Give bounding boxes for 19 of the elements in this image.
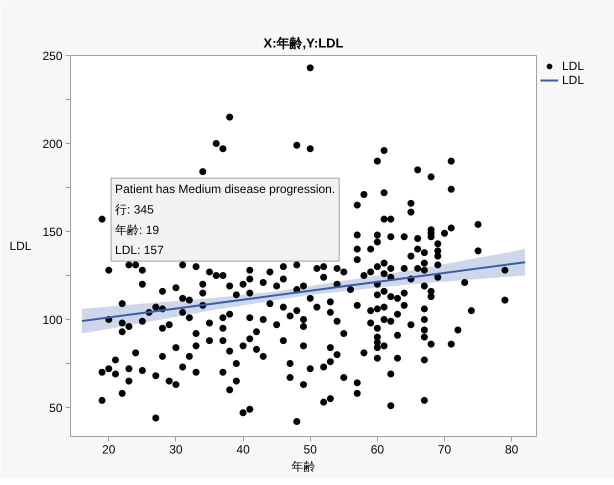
annotation: Patient has Medium disease progression. 行: 345 年齢: 19 LDL: 157 (115, 182, 336, 258)
x-tick-label: 30 (169, 442, 183, 456)
y-axis-title: LDL (9, 239, 32, 253)
line-series (80, 261, 526, 322)
x-tick-label: 40 (236, 442, 250, 456)
y-tick-label: 50 (49, 400, 63, 415)
x-tick-label: 20 (102, 442, 116, 456)
y-tick-label: 250 (42, 49, 63, 63)
y-tick-label: 200 (42, 136, 63, 151)
x-tick-label: 70 (438, 442, 452, 456)
chart-title: X:年齢,Y:LDL (264, 36, 344, 50)
x-tick-label: 50 (304, 442, 318, 456)
x-tick-label: 60 (370, 442, 384, 456)
y-tick-label: 100 (42, 312, 63, 327)
x-axis-title: 年齢 (292, 460, 316, 474)
x-tick-label: 80 (504, 442, 519, 456)
legend-label: LDL (562, 59, 584, 73)
legend-label: LDL (562, 73, 584, 87)
y-tick-label: 150 (42, 224, 63, 239)
